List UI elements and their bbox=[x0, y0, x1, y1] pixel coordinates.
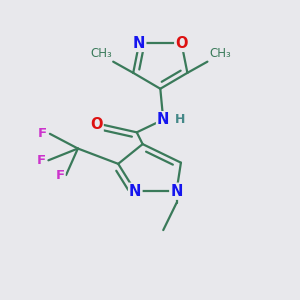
Text: O: O bbox=[90, 117, 103, 132]
Text: F: F bbox=[38, 127, 47, 140]
Text: H: H bbox=[174, 113, 185, 126]
Text: N: N bbox=[133, 36, 145, 51]
Text: N: N bbox=[129, 184, 142, 199]
Text: F: F bbox=[36, 154, 46, 167]
Text: N: N bbox=[170, 184, 183, 199]
Text: CH₃: CH₃ bbox=[90, 47, 112, 60]
Text: F: F bbox=[56, 169, 64, 182]
Text: O: O bbox=[175, 36, 188, 51]
Text: N: N bbox=[157, 112, 170, 127]
Text: CH₃: CH₃ bbox=[209, 47, 231, 60]
